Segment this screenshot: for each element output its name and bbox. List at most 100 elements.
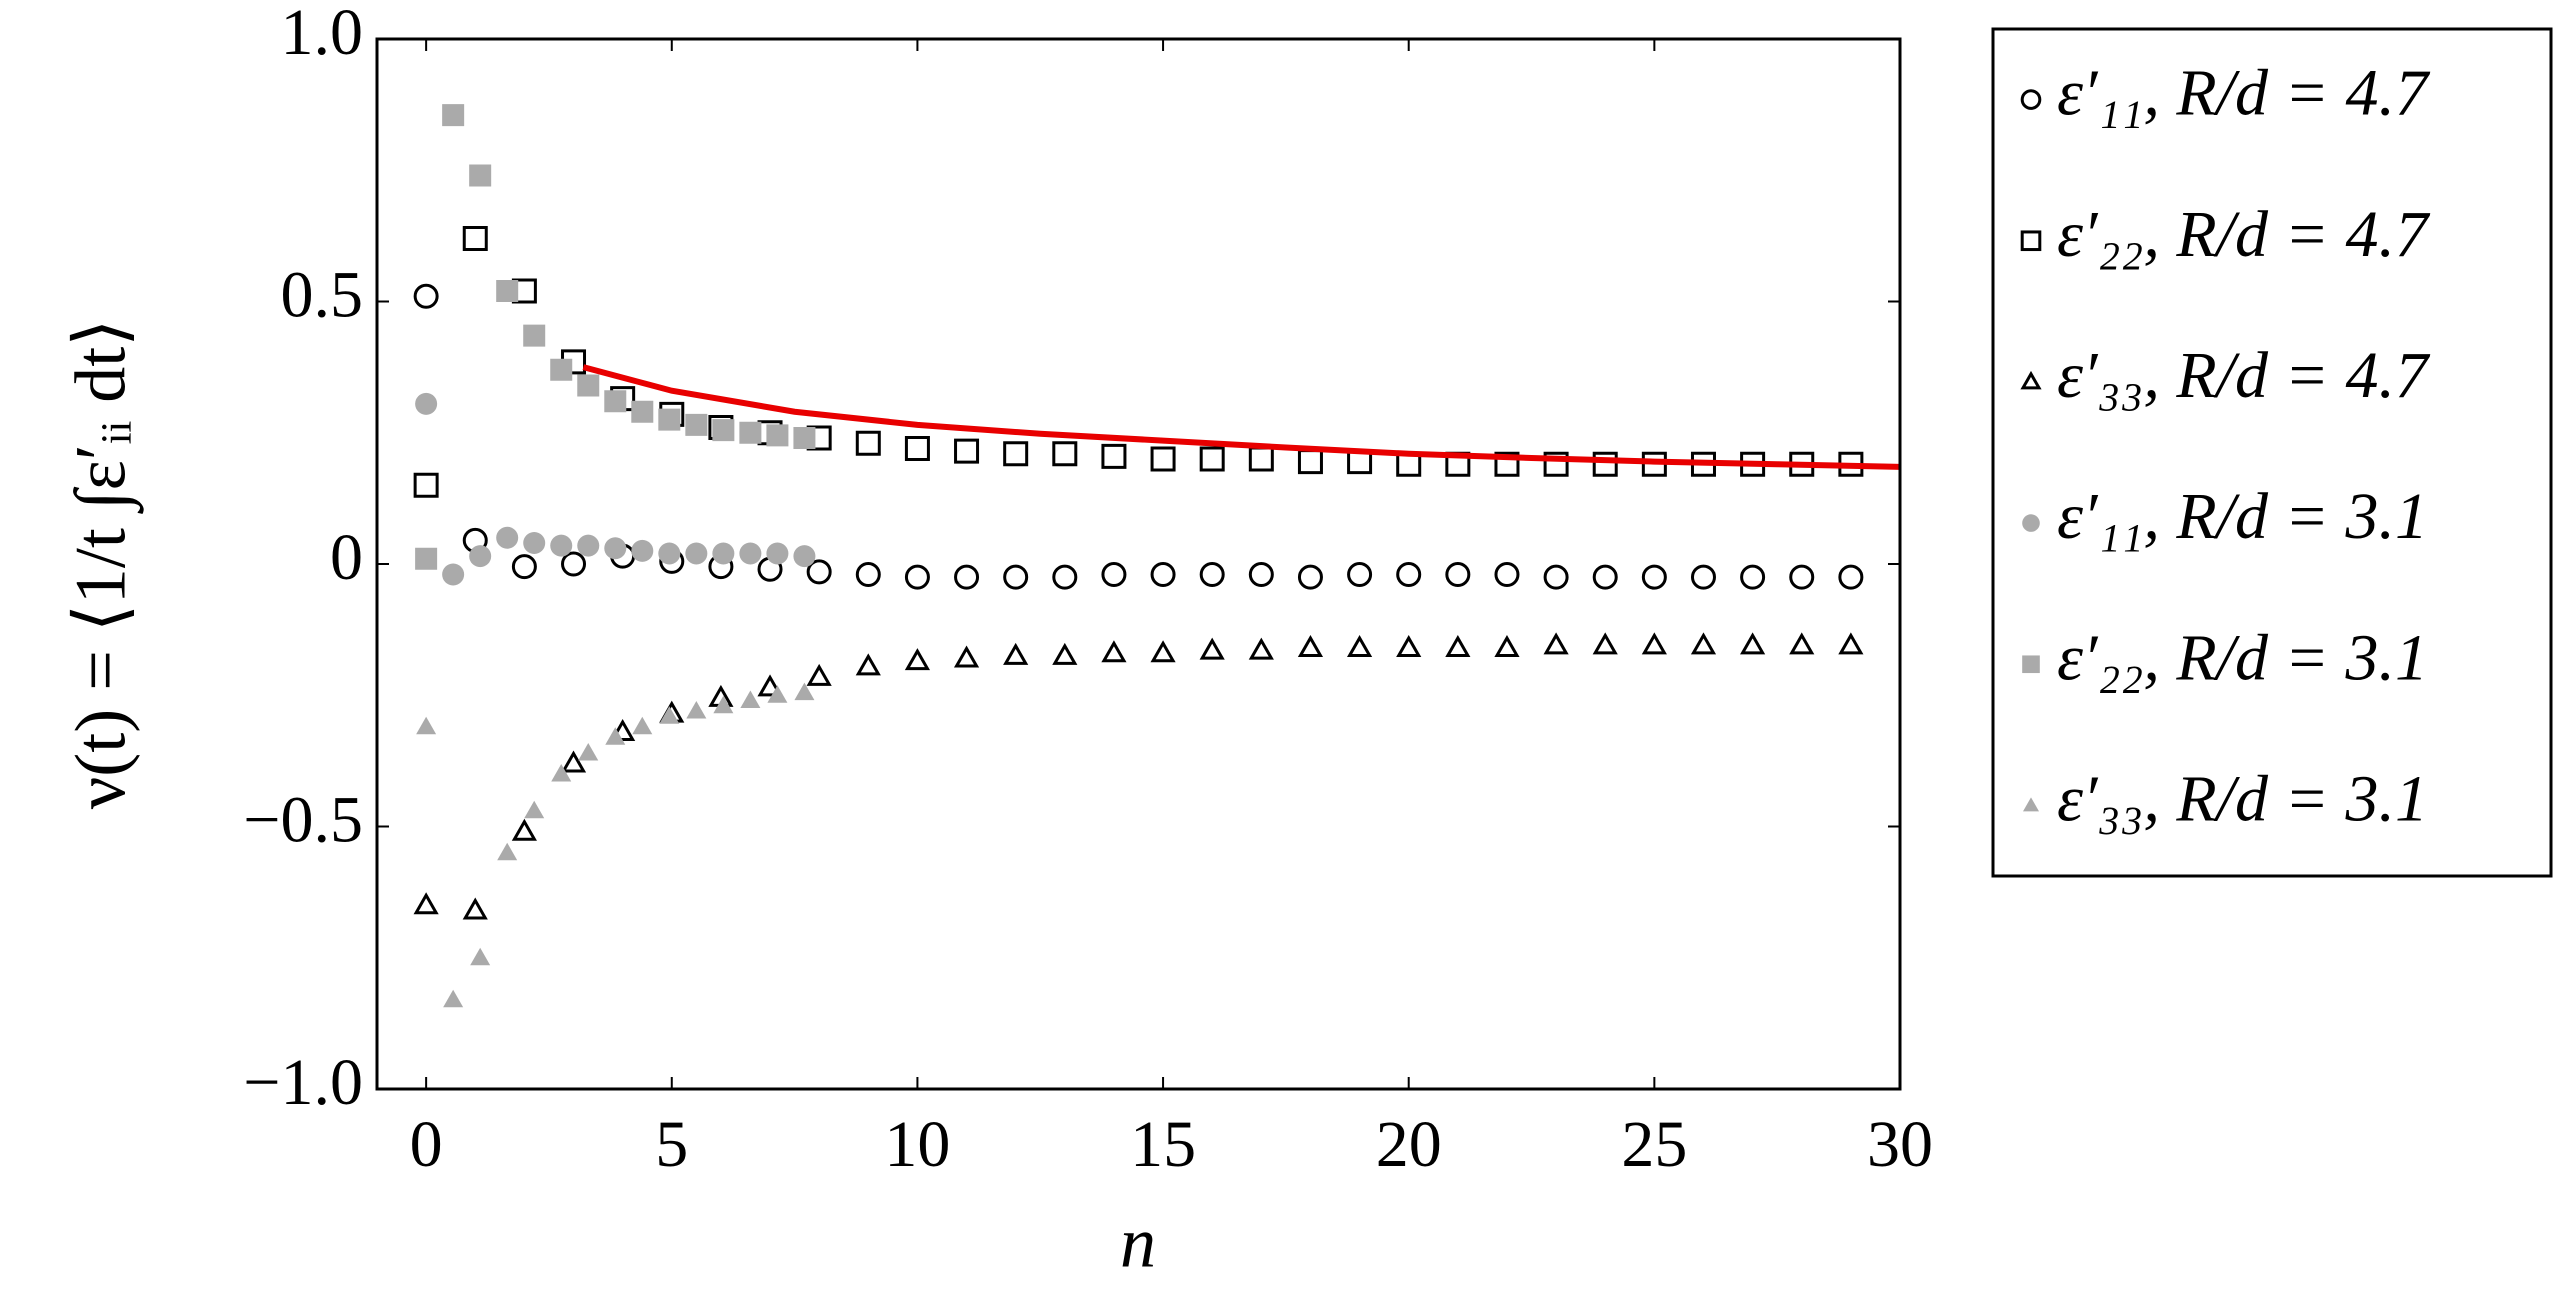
point	[1396, 562, 1422, 587]
point	[954, 438, 980, 464]
point	[1592, 632, 1618, 655]
point	[1690, 564, 1716, 590]
point	[1052, 642, 1078, 665]
point	[712, 542, 735, 565]
point	[511, 818, 537, 841]
point	[496, 280, 519, 302]
point	[685, 542, 708, 565]
legend-label: ε′₂₂, R/d = 3.1	[2057, 621, 2428, 694]
point	[1003, 642, 1029, 665]
point	[1199, 637, 1225, 660]
x-tick-label: 30	[1867, 1108, 1933, 1181]
legend-marker	[2020, 370, 2042, 390]
y-tick-label: 0.5	[281, 259, 364, 332]
point	[1494, 451, 1520, 477]
point	[1248, 637, 1274, 660]
point	[413, 892, 439, 915]
point	[904, 564, 930, 590]
point	[767, 685, 788, 703]
point	[1248, 562, 1274, 587]
point	[685, 413, 708, 436]
legend-label: ε′₃₃, R/d = 3.1	[2057, 763, 2428, 836]
point	[443, 989, 464, 1008]
point	[1346, 634, 1373, 657]
point	[632, 716, 653, 735]
point	[793, 545, 816, 568]
point	[904, 436, 930, 461]
x-tick-label: 5	[655, 1108, 688, 1181]
point	[1101, 562, 1127, 587]
point	[1003, 441, 1029, 467]
point	[551, 764, 572, 782]
point	[1101, 640, 1127, 663]
point	[1101, 443, 1127, 469]
point	[496, 526, 519, 549]
point	[659, 706, 680, 724]
point	[1150, 446, 1176, 472]
point	[1445, 634, 1471, 657]
point	[1052, 564, 1078, 590]
point	[511, 554, 537, 580]
x-tick-label: 20	[1376, 1108, 1442, 1181]
point	[1494, 634, 1520, 657]
point	[806, 559, 832, 585]
point	[1838, 632, 1864, 655]
point	[658, 408, 681, 431]
point	[524, 800, 545, 819]
x-tick-label: 25	[1621, 1108, 1687, 1181]
point	[1641, 564, 1667, 590]
point	[1052, 441, 1078, 467]
point	[631, 539, 654, 562]
legend-marker	[2022, 514, 2040, 532]
point	[1543, 451, 1569, 477]
point	[739, 542, 762, 565]
point	[577, 534, 600, 557]
legend-marker	[2020, 89, 2042, 110]
x-tick-label: 0	[410, 1108, 443, 1181]
point	[577, 374, 600, 397]
point	[469, 545, 492, 568]
point	[497, 842, 518, 861]
point	[806, 663, 832, 686]
point	[793, 427, 816, 449]
point	[415, 547, 438, 570]
point	[1494, 562, 1520, 587]
point	[712, 419, 735, 442]
point	[1347, 562, 1373, 587]
point	[1789, 564, 1815, 590]
point	[1199, 562, 1225, 587]
point	[1150, 562, 1176, 587]
point	[550, 358, 573, 381]
x-tick-label: 10	[884, 1108, 950, 1181]
point	[954, 564, 980, 590]
point	[1396, 634, 1422, 657]
point	[1543, 632, 1569, 655]
legend-box	[1991, 27, 2553, 878]
point	[740, 690, 761, 708]
point	[686, 701, 707, 719]
point	[604, 537, 627, 560]
point	[1592, 451, 1618, 477]
point	[469, 164, 492, 187]
point	[855, 562, 881, 587]
point	[550, 534, 573, 557]
point	[413, 472, 439, 498]
point	[604, 390, 627, 413]
legend-marker	[2020, 230, 2042, 252]
legend-label: ε′₁₁, R/d = 4.7	[2057, 57, 2431, 130]
y-tick-label: −0.5	[243, 784, 363, 857]
point	[1543, 564, 1569, 590]
point	[415, 392, 438, 415]
point	[523, 532, 546, 554]
point	[470, 947, 491, 966]
point	[1445, 562, 1471, 587]
y-axis-label: ν(t) = ⟨1/t ∫ε′ᵢᵢ dt⟩	[61, 319, 145, 810]
y-tick-label: 1.0	[281, 0, 364, 69]
point	[1150, 640, 1176, 663]
point	[610, 718, 636, 741]
point	[1297, 634, 1324, 657]
plot-frame	[375, 37, 1902, 1091]
point	[1592, 564, 1618, 590]
point	[523, 324, 546, 347]
point	[794, 682, 815, 701]
